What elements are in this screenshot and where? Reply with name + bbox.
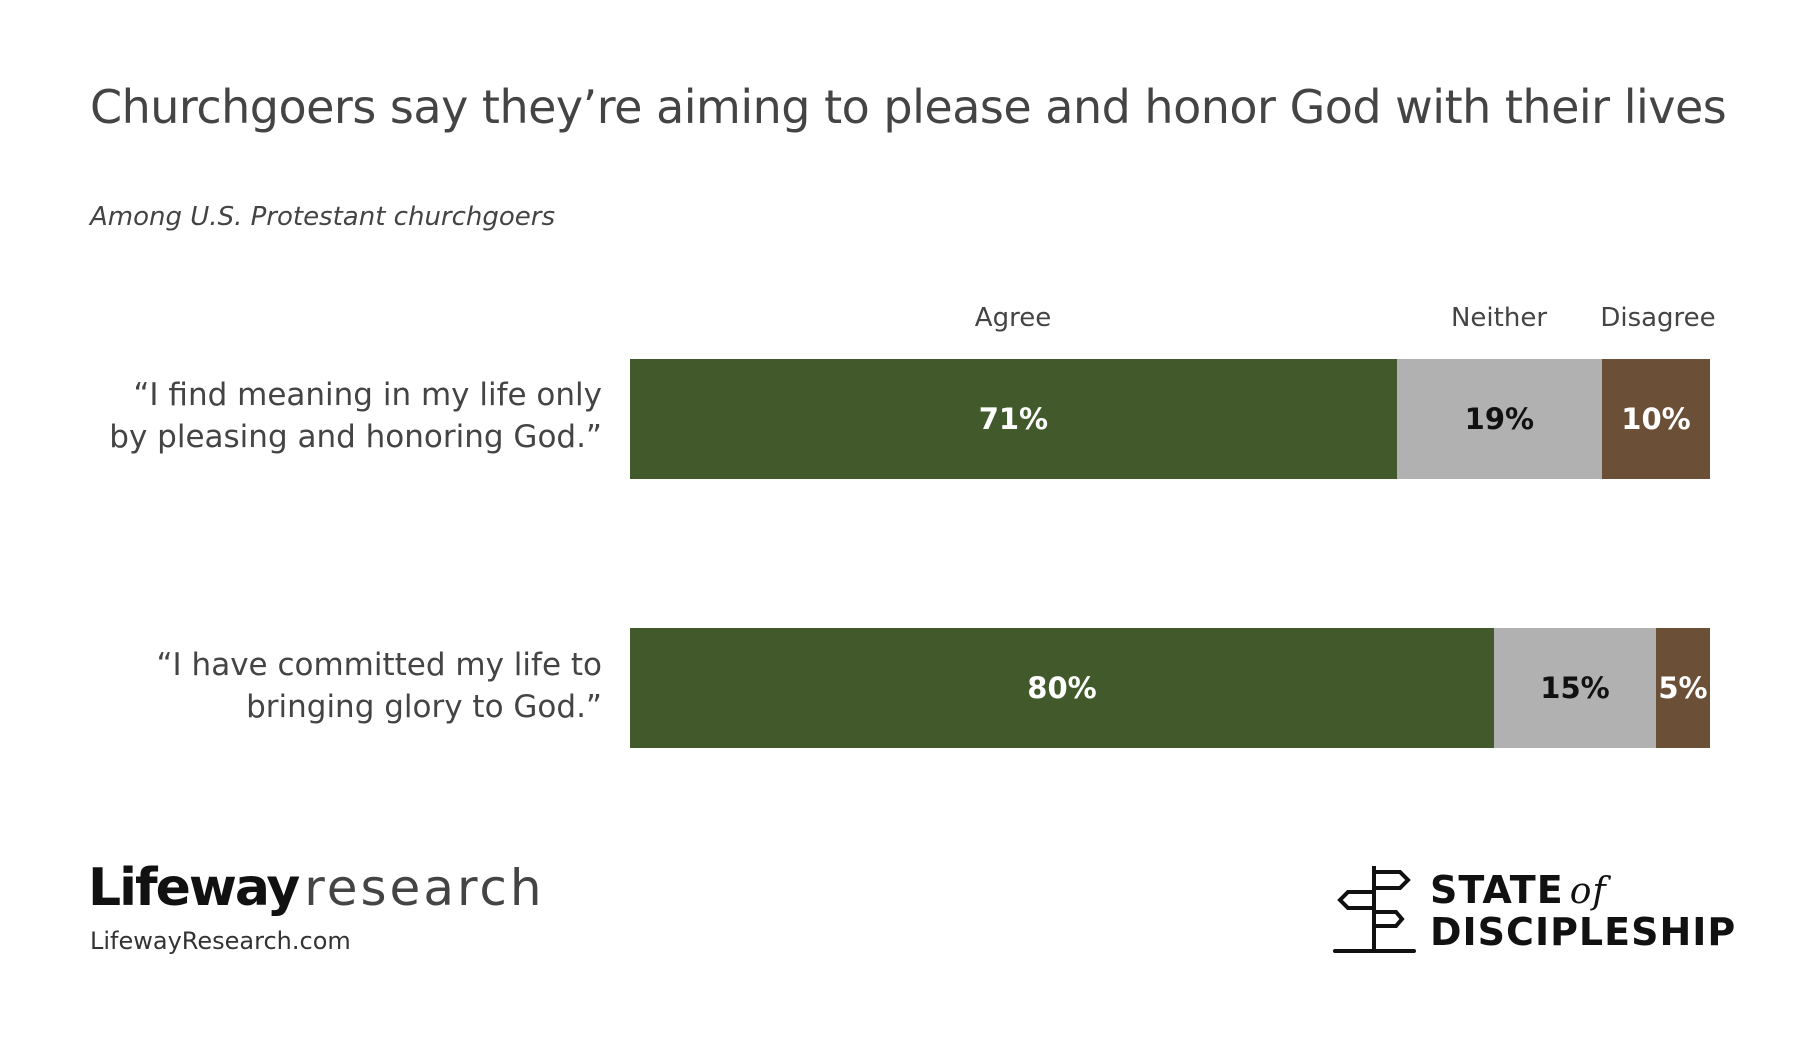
signpost-icon xyxy=(1333,866,1416,953)
row-label: “I find meaning in my life only by pleas… xyxy=(62,374,602,458)
row-label-line: bringing glory to God.” xyxy=(246,689,602,725)
column-header-disagree: Disagree xyxy=(1600,303,1716,333)
lifeway-research-word: research xyxy=(304,859,545,917)
row-label: “I have committed my life to bringing gl… xyxy=(62,644,603,728)
column-header-agree: Agree xyxy=(974,303,1052,333)
state-of-discipleship-line1: STATE of xyxy=(1430,868,1607,912)
bar-segment-neither: 19% xyxy=(1396,359,1602,479)
state-word: STATE xyxy=(1430,868,1564,912)
row-label-line: by pleasing and honoring God.” xyxy=(109,419,602,455)
lifeway-brand: Lifeway xyxy=(88,858,300,918)
bar-segment-disagree: 10% xyxy=(1601,359,1710,479)
stacked-bar: 80% 15% 5% xyxy=(630,628,1710,748)
value-label: 80% xyxy=(1027,671,1097,705)
column-header-neither: Neither xyxy=(1450,303,1548,333)
stacked-bar: 71% 19% 10% xyxy=(630,359,1710,479)
bar-segment-agree: 80% xyxy=(630,628,1494,748)
row-label-line: “I have committed my life to xyxy=(156,647,603,683)
value-label: 19% xyxy=(1464,402,1535,436)
of-word: of xyxy=(1569,871,1607,912)
bar-segment-neither: 15% xyxy=(1494,628,1656,748)
row-label-line: “I find meaning in my life only xyxy=(133,377,602,413)
value-label: 10% xyxy=(1621,402,1691,436)
state-of-discipleship-line2: DISCIPLESHIP xyxy=(1430,910,1737,954)
chart-subtitle: Among U.S. Protestant churchgoers xyxy=(90,202,556,232)
value-label: 5% xyxy=(1658,671,1708,705)
bar-segment-agree: 71% xyxy=(630,359,1397,479)
bar-segment-disagree: 5% xyxy=(1656,628,1710,748)
lifeway-url: LifewayResearch.com xyxy=(90,927,351,955)
lifeway-research-logo: Lifeway research xyxy=(88,858,545,918)
chart-title: Churchgoers say they’re aiming to please… xyxy=(90,80,1727,134)
value-label: 15% xyxy=(1540,671,1610,705)
value-label: 71% xyxy=(978,402,1049,436)
